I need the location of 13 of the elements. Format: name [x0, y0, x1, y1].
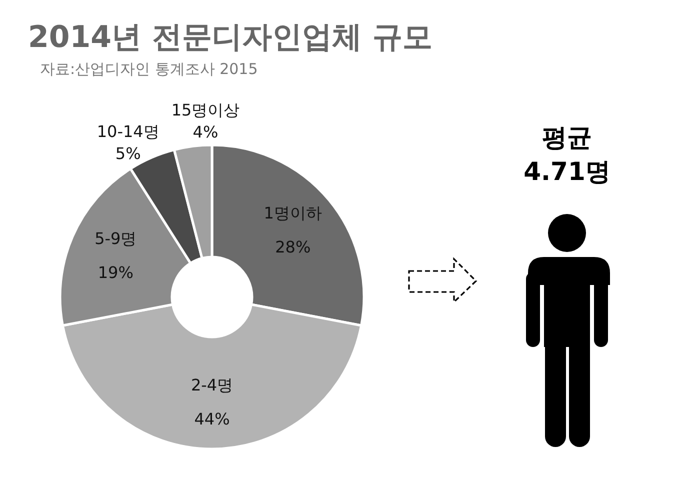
slice-label: 2-4명	[190, 376, 234, 394]
data-label: 5%	[115, 144, 141, 163]
text: 평균 4.71명	[524, 123, 610, 186]
slice-label: 10-14명	[96, 122, 160, 141]
slice-label: 1명이하	[264, 204, 322, 223]
data-label: 28%	[275, 238, 311, 257]
data-label: 19%	[98, 262, 134, 282]
chart-title: 2014년 전문디자인업체 규모	[28, 20, 432, 55]
text: 자료:산업디자인 통계조사 2015	[40, 60, 258, 78]
slice-label: 5-9명	[94, 228, 137, 248]
data-label: 4%	[192, 122, 218, 142]
slice-label: 15명이상	[171, 100, 240, 120]
data-label: 44%	[194, 410, 230, 428]
